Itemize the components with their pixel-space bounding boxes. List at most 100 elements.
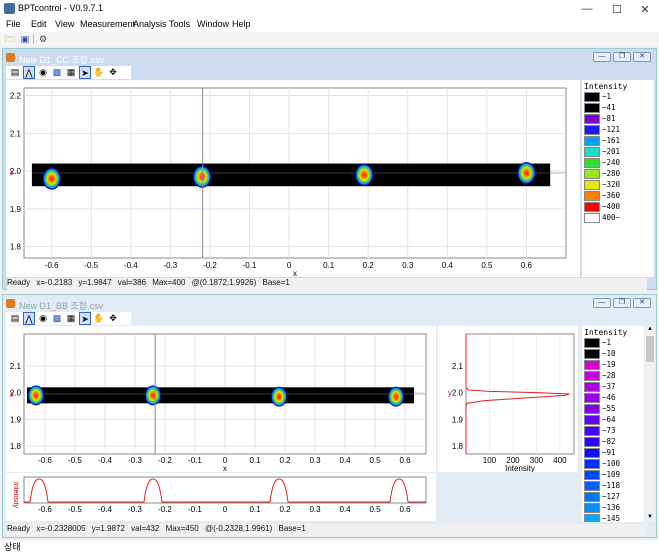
status-max: Max=400 xyxy=(152,278,186,287)
x-tick-label: 0.4 xyxy=(339,456,351,465)
legend-row: ~360 xyxy=(584,191,620,202)
move-icon[interactable]: ✥ xyxy=(109,313,117,323)
menu-window[interactable]: Window xyxy=(197,19,230,29)
menu-measurement[interactable]: Measurement xyxy=(80,19,136,29)
legend-title: Intensity xyxy=(584,328,628,337)
legend-row: 400~ xyxy=(584,213,620,224)
menu-view[interactable]: View xyxy=(55,19,75,29)
intensity-spot xyxy=(28,385,44,406)
x-tick-label: 300 xyxy=(530,456,544,465)
legend-swatch xyxy=(584,404,600,414)
child-restore-button[interactable]: ❐ xyxy=(613,52,631,62)
pointer-icon[interactable]: ➤ xyxy=(79,312,91,325)
close-button[interactable]: ✕ xyxy=(640,3,650,16)
heatmap-plot-cc[interactable]: 2.2 2.1 2.0 1.9 1.8 -0.6 -0.5 -0.4 -0.3 -0.2 -0.1 0… xyxy=(6,80,580,277)
status-x: x=-0.2183 xyxy=(36,278,73,287)
status-at: @(0.1872,1.9926) xyxy=(191,278,257,287)
child-minimize-button[interactable]: — xyxy=(593,52,611,62)
bottom-profile-plot[interactable]: -0.6 -0.5 -0.4 -0.3 -0.2 -0.1 0 0.1 0.2 0.3 0.4 0.5… xyxy=(6,473,436,521)
y-tick-label: 2.2 xyxy=(10,92,22,101)
x-tick-label: -0.5 xyxy=(68,456,82,465)
minimize-button[interactable]: — xyxy=(581,3,593,15)
legend-row: ~201 xyxy=(584,147,620,158)
plot-status-bar: Ready x=-0.2183 y=1.9847 val=386 Max=400… xyxy=(7,278,647,290)
line-plot-icon[interactable]: ⋀ xyxy=(23,312,35,325)
menu-bar: File Edit View Measurement Analysis Tool… xyxy=(0,18,659,32)
target-icon[interactable]: ◉ xyxy=(39,313,47,323)
legend-swatch xyxy=(584,514,600,522)
intensity-spot xyxy=(271,386,287,407)
app-title: BPTcontrol - V0.9.7.1 xyxy=(18,3,104,13)
image-icon[interactable]: ▩ xyxy=(52,313,62,323)
legend-swatch xyxy=(584,92,600,102)
image-icon[interactable]: ▩ xyxy=(52,67,62,77)
x-tick-label: 0.1 xyxy=(323,261,335,270)
y-tick-label: 2.1 xyxy=(10,129,22,138)
x-tick-label: -0.3 xyxy=(128,505,142,514)
x-tick-label: 0 xyxy=(223,456,228,465)
child-close-button[interactable]: ✕ xyxy=(633,298,651,308)
heatmap-plot-bb[interactable]: 2.1 2.0 1.9 1.8 -0.6 -0.5 -0.4 -0.3 -0.2 -0.1 0 0.1… xyxy=(6,326,436,472)
y-tick-label: 1.8 xyxy=(452,442,464,451)
x-axis-label: x xyxy=(293,269,297,277)
legend-label: ~136 xyxy=(602,503,621,512)
zoom-box-icon[interactable]: ▦ xyxy=(66,313,76,323)
legend-label: ~1 xyxy=(602,92,612,101)
legend-swatch xyxy=(584,191,600,201)
x-tick-label: -0.6 xyxy=(38,505,52,514)
legend-swatch xyxy=(584,470,600,480)
move-icon[interactable]: ✥ xyxy=(109,67,117,77)
child-window-title: New D1_CC 조합.csv xyxy=(19,55,105,65)
properties-icon[interactable]: ▤ xyxy=(10,313,20,323)
legend-row: ~118 xyxy=(584,481,620,492)
x-tick-label: 0.6 xyxy=(399,505,411,514)
intensity-spot xyxy=(517,162,536,184)
menu-analysis[interactable]: Analysis xyxy=(133,19,167,29)
child-restore-button[interactable]: ❐ xyxy=(613,298,631,308)
x-tick-label: -0.4 xyxy=(98,456,112,465)
legend-swatch xyxy=(584,503,600,513)
child-window-title: New D1_BB 조합.csv xyxy=(19,301,104,311)
child-close-button[interactable]: ✕ xyxy=(633,52,651,62)
y-axis-label: y xyxy=(448,389,452,398)
y-tick-label: 1.9 xyxy=(10,205,22,214)
legend-scrollbar[interactable]: ▲ ▼ xyxy=(645,326,655,522)
target-icon[interactable]: ◉ xyxy=(39,67,47,77)
status-ready: Ready xyxy=(7,524,31,533)
legend-row: ~161 xyxy=(584,136,620,147)
legend-swatch xyxy=(584,136,600,146)
zoom-box-icon[interactable]: ▦ xyxy=(66,67,76,77)
menu-help[interactable]: Help xyxy=(232,19,251,29)
maximize-button[interactable]: ☐ xyxy=(612,3,622,16)
x-tick-label: 0.6 xyxy=(399,456,411,465)
scrollbar-thumb[interactable] xyxy=(646,336,654,362)
save-icon[interactable]: ▣ xyxy=(20,34,30,44)
scroll-up-icon[interactable]: ▲ xyxy=(647,326,653,332)
line-plot-icon[interactable]: ⋀ xyxy=(23,66,35,79)
x-tick-label: 0.6 xyxy=(521,261,533,270)
open-folder-icon[interactable]: 🗁 xyxy=(4,34,16,44)
status-max: Max=450 xyxy=(165,524,199,533)
child-minimize-button[interactable]: — xyxy=(593,298,611,308)
y-axis-label: Intensity xyxy=(12,482,19,509)
intensity-spot xyxy=(388,386,404,407)
status-at: @(-0.2328,1.9961) xyxy=(204,524,273,533)
menu-file[interactable]: File xyxy=(6,19,21,29)
x-tick-label: -0.4 xyxy=(124,261,138,270)
legend-row: ~320 xyxy=(584,180,620,191)
menu-tools[interactable]: Tools xyxy=(169,19,191,29)
x-tick-label: -0.2 xyxy=(158,456,172,465)
legend-title: Intensity xyxy=(584,82,628,91)
scroll-down-icon[interactable]: ▼ xyxy=(647,514,653,520)
pointer-icon[interactable]: ➤ xyxy=(79,66,91,79)
side-profile-plot[interactable]: 2.1 2.0 1.9 1.8 100 200 300 400 Intensity y xyxy=(438,326,578,472)
legend-row: ~91 xyxy=(584,448,620,459)
scan-band xyxy=(31,163,551,187)
hand-icon[interactable]: ✋ xyxy=(93,67,105,77)
hand-icon[interactable]: ✋ xyxy=(93,313,105,323)
menu-edit[interactable]: Edit xyxy=(31,19,47,29)
document-icon xyxy=(6,299,15,308)
gear-icon[interactable]: ⚙ xyxy=(38,34,48,44)
properties-icon[interactable]: ▤ xyxy=(10,67,20,77)
legend-swatch xyxy=(584,459,600,469)
